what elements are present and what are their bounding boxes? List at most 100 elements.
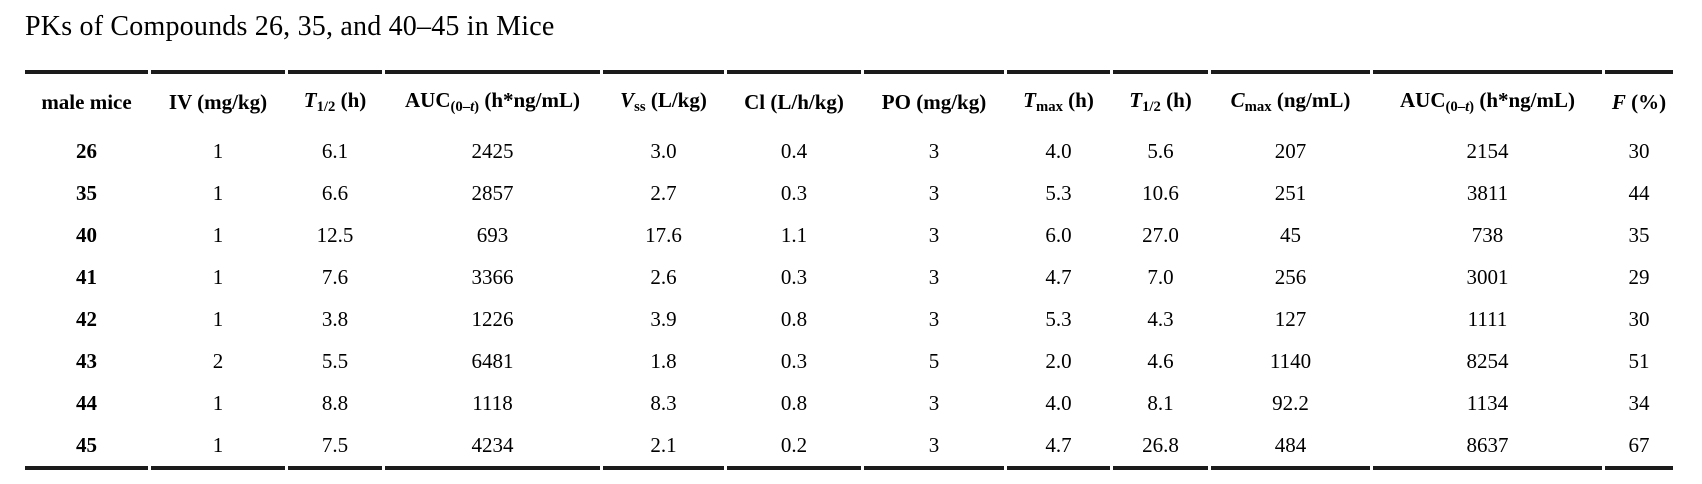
cell-vss: 3.0: [650, 138, 677, 163]
cell-vss: 2.6: [650, 264, 677, 289]
table-row-35: 35 1 6.6 2857 2.7 0.3 3 5.3 10.6 251 3811 44: [25, 172, 1673, 214]
cell-tmax: 4.0: [1045, 138, 1072, 163]
cell-po-dose: 3: [928, 264, 940, 289]
header-segment: F: [1611, 89, 1626, 114]
cell-auc-po: 3001: [1466, 264, 1509, 289]
header-segment: PO (mg/kg): [881, 89, 987, 114]
header-segment: (h): [335, 87, 367, 112]
header-segment: (L/kg): [645, 87, 707, 112]
cell-auc-po: 3811: [1466, 180, 1509, 205]
header-segment: t: [470, 99, 475, 116]
cell-auc-iv: 6481: [471, 348, 514, 373]
column-header-po-dose: PO (mg/kg): [864, 70, 1004, 130]
cell-compound: 43: [76, 348, 97, 373]
cell-t-half-po: 5.6: [1147, 138, 1174, 163]
cell-cmax: 1140: [1269, 348, 1312, 373]
cell-tmax: 4.7: [1045, 264, 1072, 289]
cell-po-dose: 3: [928, 390, 940, 415]
table-row-45: 45 1 7.5 4234 2.1 0.2 3 4.7 26.8 484 8637 67: [25, 424, 1673, 470]
cell-f-percent: 34: [1628, 390, 1650, 415]
cell-cmax: 207: [1274, 138, 1307, 163]
header-segment: Cl (L/h/kg): [744, 89, 844, 114]
cell-cmax: 256: [1274, 264, 1307, 289]
cell-f-percent: 44: [1628, 180, 1650, 205]
cell-f-percent: 30: [1628, 138, 1650, 163]
cell-cmax: 251: [1274, 180, 1307, 205]
cell-cl: 0.8: [780, 390, 808, 415]
cell-compound: 41: [76, 264, 97, 289]
cell-cl: 0.2: [727, 424, 861, 470]
cell-compound: 40: [76, 222, 97, 247]
cell-t-half-iv: 12.5: [316, 222, 354, 247]
header-segment: t: [1465, 99, 1470, 116]
cell-t-half-po: 27.0: [1142, 222, 1179, 247]
header-segment: T: [1129, 87, 1143, 112]
table-title: PKs of Compounds 26, 35, and 40–45 in Mi…: [25, 11, 555, 42]
header-segment: 1/2: [316, 99, 336, 116]
cell-po-dose: 3: [928, 180, 940, 205]
header-segment: (h): [1062, 87, 1094, 112]
cell-iv-dose: 1: [212, 264, 224, 289]
header-segment: (ng/mL): [1271, 87, 1351, 112]
table-row-42: 42 1 3.8 1226 3.9 0.8 3 5.3 4.3 127 1111 30: [25, 298, 1673, 340]
cell-t-half-po: 4.3: [1147, 306, 1174, 331]
cell-auc-iv: 693: [476, 222, 509, 247]
header-segment: max: [1244, 99, 1272, 116]
cell-auc-iv: 2857: [471, 180, 514, 205]
cell-t-half-iv: 6.6: [321, 180, 349, 205]
column-header-f-percent: F (%): [1605, 70, 1673, 130]
cell-t-half-iv: 6.1: [321, 138, 349, 163]
header-segment: ): [474, 99, 480, 116]
cell-t-half-po: 26.8: [1113, 424, 1208, 470]
cell-t-half-iv: 3.8: [321, 306, 349, 331]
column-header-auc-iv: AUC(0–t) (h*ng/mL): [385, 70, 600, 130]
column-header-tmax: Tmax (h): [1007, 70, 1110, 130]
header-segment: AUC: [404, 87, 451, 112]
cell-iv-dose: 1: [212, 306, 224, 331]
cell-auc-iv: 3366: [471, 264, 514, 289]
cell-f-percent: 51: [1628, 348, 1650, 373]
cell-auc-po: 1111: [1467, 306, 1508, 331]
cell-auc-iv: 1226: [471, 306, 514, 331]
cell-f-percent: 30: [1628, 306, 1650, 331]
cell-tmax: 5.3: [1045, 180, 1072, 205]
cell-tmax: 4.7: [1007, 424, 1110, 470]
cell-cmax: 92.2: [1272, 390, 1309, 415]
cell-f-percent: 29: [1628, 264, 1650, 289]
table-row-44: 44 1 8.8 1118 8.3 0.8 3 4.0 8.1 92.2 1134 34: [25, 382, 1673, 424]
column-header-compound: male mice: [25, 70, 148, 130]
header-segment: male mice: [41, 89, 132, 114]
cell-iv-dose: 1: [212, 138, 224, 163]
cell-t-half-iv: 7.6: [321, 264, 349, 289]
cell-tmax: 2.0: [1045, 348, 1072, 373]
cell-t-half-po: 10.6: [1142, 180, 1179, 205]
cell-iv-dose: 1: [212, 180, 224, 205]
header-segment: (h): [1160, 87, 1192, 112]
cell-iv-dose: 1: [212, 390, 224, 415]
column-header-vss: Vss (L/kg): [603, 70, 724, 130]
header-segment: IV (mg/kg): [168, 89, 268, 114]
header-segment: C: [1230, 87, 1245, 112]
cell-po-dose: 3: [928, 138, 940, 163]
cell-vss: 17.6: [645, 222, 682, 247]
header-segment: 1/2: [1142, 99, 1161, 116]
cell-compound: 42: [76, 306, 97, 331]
header-segment: (0–: [450, 99, 471, 116]
cell-t-half-iv: 8.8: [321, 390, 349, 415]
header-segment: (0–: [1445, 99, 1466, 116]
cell-tmax: 4.0: [1045, 390, 1072, 415]
cell-cl: 0.3: [780, 348, 808, 373]
cell-compound: 45: [25, 424, 148, 470]
cell-iv-dose: 2: [212, 348, 224, 373]
table-row-43: 43 2 5.5 6481 1.8 0.3 5 2.0 4.6 1140 8254 51: [25, 340, 1673, 382]
header-segment: (%): [1625, 89, 1667, 114]
table-row-26: 26 1 6.1 2425 3.0 0.4 3 4.0 5.6 207 2154 30: [25, 130, 1673, 172]
cell-cmax: 127: [1274, 306, 1307, 331]
header-segment: max: [1035, 99, 1063, 116]
header-segment: V: [620, 87, 635, 112]
cell-t-half-po: 8.1: [1147, 390, 1174, 415]
header-segment: T: [1023, 87, 1036, 112]
pk-table: male mice IV (mg/kg) T1/2 (h) AUC(0–t) (h*n…: [22, 70, 1676, 470]
cell-po-dose: 5: [928, 348, 940, 373]
cell-tmax: 6.0: [1045, 222, 1072, 247]
